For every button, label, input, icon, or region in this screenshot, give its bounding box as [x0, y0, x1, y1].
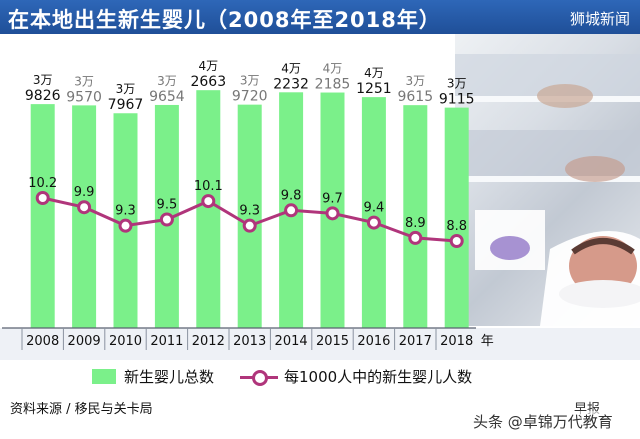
- bar-label-wan-2015: 4万: [323, 62, 343, 76]
- chart-title: 在本地出生新生婴儿（2008年至2018年）: [8, 8, 441, 32]
- bar-label-wan-2013: 3万: [240, 74, 260, 88]
- legend-swatch-bars: [92, 369, 116, 384]
- bar-label-value-2013: 9720: [232, 89, 268, 105]
- rate-point-2016: [366, 215, 381, 230]
- data-source: 资料来源 / 移民与关卡局: [10, 402, 153, 417]
- legend-swatch-line: [240, 369, 278, 386]
- bar-label-value-2016: 1251: [356, 81, 392, 97]
- rate-label-2014: 9.8: [281, 188, 302, 203]
- newborn-photo-illustration: [455, 54, 640, 326]
- title-bar: 在本地出生新生婴儿（2008年至2018年） 狮城新闻: [0, 0, 640, 34]
- bar-label-value-2014: 2232: [273, 76, 309, 92]
- rate-point-2011: [159, 212, 174, 227]
- bar-label-value-2008: 9826: [25, 88, 61, 104]
- x-tick-label-2009: 2009: [68, 334, 101, 349]
- bar-2016: [361, 97, 386, 328]
- legend-label-bars: 新生婴儿总数: [124, 368, 215, 386]
- bar-label-value-2011: 9654: [149, 89, 185, 105]
- bar-label-value-2018: 9115: [439, 92, 475, 108]
- bar-label-wan-2011: 3万: [157, 74, 177, 88]
- bar-2012: [196, 90, 221, 328]
- rate-label-2013: 9.3: [239, 204, 260, 219]
- rate-point-2018: [449, 234, 464, 248]
- rate-label-2016: 9.4: [364, 201, 385, 216]
- rate-point-2012: [201, 194, 216, 209]
- bar-label-wan-2018: 3万: [447, 77, 467, 91]
- x-tick-label-2008: 2008: [26, 334, 59, 349]
- rate-point-2013: [242, 218, 257, 233]
- legend: 新生婴儿总数 每1000人中的新生婴儿人数: [0, 362, 640, 392]
- rate-point-2010: [118, 218, 133, 233]
- rate-label-2017: 8.9: [405, 216, 426, 231]
- x-axis-band: [0, 328, 640, 360]
- bar-label-wan-2010: 3万: [116, 82, 136, 96]
- rate-point-2008: [35, 191, 50, 205]
- legend-item-line: 每1000人中的新生婴儿人数: [240, 366, 472, 387]
- bar-2017: [403, 105, 428, 328]
- x-tick-label-2011: 2011: [150, 334, 183, 349]
- rate-point-2009: [77, 200, 92, 215]
- bar-label-wan-2017: 3万: [405, 74, 425, 88]
- rate-label-2018: 8.8: [446, 219, 467, 234]
- rate-label-2015: 9.7: [322, 191, 343, 206]
- bar-label-value-2012: 2663: [190, 74, 226, 90]
- bar-label-wan-2014: 4万: [281, 61, 301, 75]
- legend-item-bars: 新生婴儿总数: [92, 366, 214, 387]
- bar-label-wan-2008: 3万: [33, 73, 53, 87]
- rate-label-2008: 10.2: [28, 176, 57, 191]
- rate-label-2012: 10.1: [194, 179, 223, 194]
- bar-label-wan-2016: 4万: [364, 66, 384, 80]
- x-tick-label-2010: 2010: [109, 334, 142, 349]
- rate-label-2011: 9.5: [157, 198, 178, 213]
- rate-label-2009: 9.9: [74, 185, 95, 200]
- bar-label-value-2015: 2185: [315, 77, 351, 93]
- x-axis-unit: 年: [481, 334, 494, 349]
- bar-label-value-2010: 7967: [108, 97, 144, 113]
- x-tick-label-2017: 2017: [399, 334, 432, 349]
- rate-label-2010: 9.3: [115, 204, 136, 219]
- x-tick-label-2014: 2014: [275, 334, 308, 349]
- bar-2018: [444, 107, 469, 328]
- bar-label-wan-2009: 3万: [74, 74, 94, 88]
- x-tick-label-2013: 2013: [233, 334, 266, 349]
- bar-label-value-2009: 9570: [66, 89, 102, 105]
- bar-label-value-2017: 9615: [397, 89, 433, 105]
- bar-label-wan-2012: 4万: [198, 59, 218, 73]
- rate-point-2017: [408, 230, 423, 245]
- x-tick-label-2012: 2012: [192, 334, 225, 349]
- x-tick-label-2018: 2018: [440, 334, 473, 349]
- bar-2008: [30, 104, 55, 329]
- x-tick-label-2016: 2016: [357, 334, 390, 349]
- bar-2009: [72, 105, 97, 329]
- x-tick-label-2015: 2015: [316, 334, 349, 349]
- newborn-photo: [455, 34, 640, 326]
- legend-label-line: 每1000人中的新生婴儿人数: [284, 368, 473, 386]
- rate-point-2014: [284, 203, 299, 218]
- rate-point-2015: [325, 206, 340, 221]
- brand-logo-text: 狮城新闻: [569, 10, 630, 28]
- watermark: 头条 @卓锦万代教育: [470, 411, 616, 432]
- bar-2013: [237, 104, 262, 328]
